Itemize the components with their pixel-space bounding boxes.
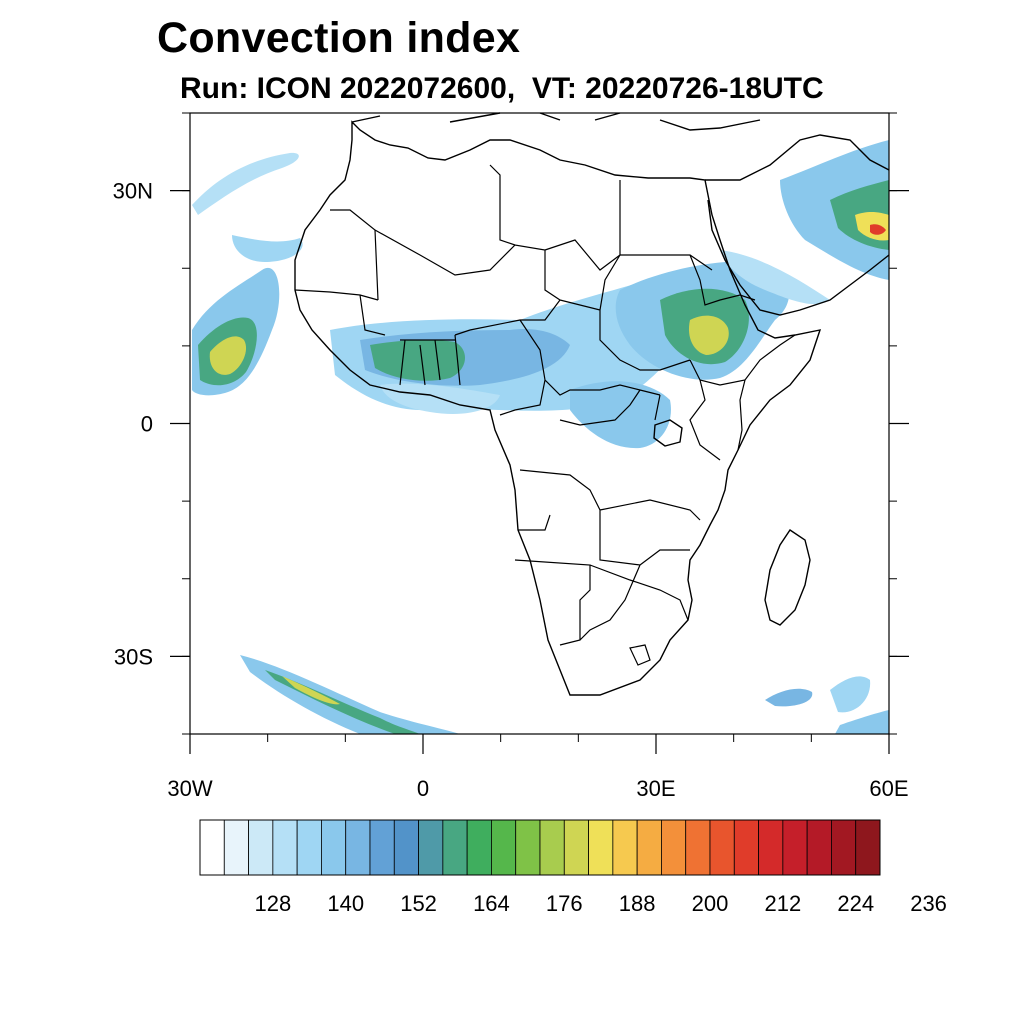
colorbar-swatch [539, 819, 565, 876]
map-axes: 30W 0 30E 60E 30N 0 30S [113, 112, 909, 801]
southeast-ocean-blob [765, 688, 813, 707]
east-africa-borders [559, 254, 796, 461]
colorbar-swatch [563, 819, 589, 876]
southern-streak-core [282, 676, 340, 705]
colorbar-swatch [758, 819, 784, 876]
southern-streak-outer [240, 655, 460, 734]
sahel-band-green [370, 339, 466, 381]
lon-tick-label: 0 [417, 776, 429, 801]
colorbar-swatch [709, 819, 735, 876]
atlantic-streak-north [192, 152, 299, 215]
lon-tick-label: 60E [869, 776, 908, 801]
convection-field [192, 140, 889, 734]
southern-africa-borders [514, 469, 701, 666]
colorbar-label: 140 [327, 891, 364, 916]
madagascar-coastline [764, 529, 811, 626]
lon-tick-label: 30E [636, 776, 675, 801]
lat-tick-label: 30S [114, 644, 153, 669]
map-background [190, 113, 889, 734]
colorbar-swatch [685, 819, 711, 876]
colorbar-swatch [661, 819, 687, 876]
colorbar-label: 128 [254, 891, 291, 916]
colorbar-swatch [831, 819, 857, 876]
colorbar-label: 212 [764, 891, 801, 916]
lon-tick-label: 30W [167, 776, 212, 801]
country-borders [294, 164, 796, 666]
colorbar-label: 224 [837, 891, 874, 916]
colorbar-swatch [223, 819, 249, 876]
colorbar-swatch [612, 819, 638, 876]
colorbar-label: 236 [910, 891, 947, 916]
colorbar-swatch [345, 819, 371, 876]
colorbar: 128 140 152 164 176 188 200 212 224 236 [199, 819, 947, 916]
colorbar-swatch [588, 819, 614, 876]
colorbar-swatch [636, 819, 662, 876]
lat-tick-label: 0 [141, 412, 153, 437]
map-subtitle: Run: ICON 2022072600, VT: 20220726-18UTC [180, 72, 824, 105]
colorbar-frame [199, 819, 881, 876]
colorbar-swatch [272, 819, 298, 876]
colorbar-label: 176 [546, 891, 583, 916]
europe-coastline [351, 112, 761, 131]
atlantic-band-west [232, 235, 303, 262]
colorbar-swatch [369, 819, 395, 876]
arabia-coastline [705, 134, 890, 316]
west-africa-borders [294, 289, 561, 386]
colorbar-swatch [806, 819, 832, 876]
colorbar-swatch [296, 819, 322, 876]
colorbar-swatch [782, 819, 808, 876]
colorbar-swatch [321, 819, 347, 876]
colorbar-swatch [491, 819, 517, 876]
red-sea-band [720, 250, 830, 305]
arabia-hotspot [870, 224, 886, 235]
colorbar-swatch [199, 819, 225, 876]
colorbar-label: 188 [619, 891, 656, 916]
colorbar-label: 152 [400, 891, 437, 916]
southeast-ocean-edge [835, 710, 889, 734]
central-africa-borders [499, 254, 691, 416]
colorbar-swatch [855, 819, 881, 876]
colorbar-swatch [393, 819, 419, 876]
colorbar-swatch [733, 819, 759, 876]
colorbar-swatch [466, 819, 492, 876]
coastlines [294, 112, 890, 696]
atlantic-cluster-core [209, 336, 247, 375]
africa-coastline [294, 120, 822, 696]
colorbar-label: 200 [692, 891, 729, 916]
colorbar-swatch [442, 819, 468, 876]
colorbar-swatch [418, 819, 444, 876]
colorbar-swatch [248, 819, 274, 876]
map-title: Convection index [157, 14, 521, 62]
ethiopia-core [688, 315, 729, 355]
lat-tick-label: 30N [113, 179, 153, 204]
maghreb-borders [330, 164, 713, 301]
colorbar-label: 164 [473, 891, 510, 916]
colorbar-swatch [515, 819, 541, 876]
southeast-ocean-band [830, 676, 871, 713]
lake-victoria [653, 419, 683, 447]
